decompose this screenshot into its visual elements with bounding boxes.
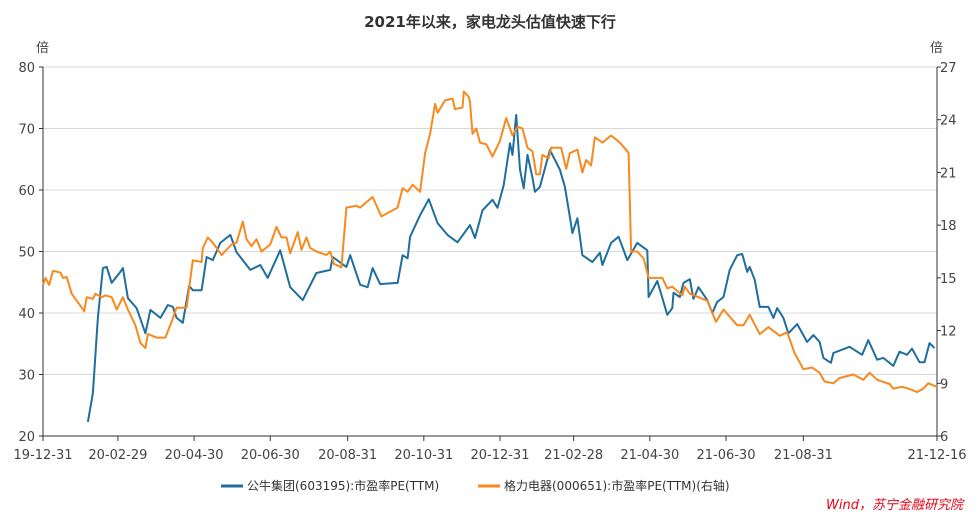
chart-title: 2021年以来，家电龙头估值快速下行 [364, 13, 616, 31]
legend: 公牛集团(603195):市盈率PE(TTM) 格力电器(000651):市盈率P… [221, 478, 730, 493]
right-tick-label: 24 [940, 114, 957, 129]
x-tick-label: 21-06-30 [696, 448, 755, 463]
x-tick-label: 20-02-29 [88, 448, 147, 463]
x-tick-label: 20-04-30 [165, 448, 224, 463]
series-line-2 [42, 90, 938, 394]
right-axis-unit: 倍 [930, 41, 943, 56]
legend-label: 格力电器(000651):市盈率PE(TTM)(右轴) [504, 478, 730, 493]
axes: 20 30 40 50 60 70 80 6 9 12 15 18 21 24 27 19-12-31 20-0… [13, 61, 966, 463]
right-tick-label: 27 [940, 61, 957, 76]
series-lines [42, 90, 938, 423]
series-line-1 [86, 114, 936, 423]
left-tick-label: 50 [18, 246, 35, 261]
x-tick-label: 20-08-31 [318, 448, 377, 463]
right-tick-label: 21 [940, 166, 957, 181]
x-tick-label: 21-04-30 [620, 448, 679, 463]
x-tick-label: 21-08-31 [774, 448, 833, 463]
x-tick-label: 21-02-28 [544, 448, 603, 463]
x-tick-label: 20-06-30 [241, 448, 300, 463]
x-tick-label: 20-10-31 [394, 448, 453, 463]
left-tick-label: 80 [18, 61, 35, 76]
left-tick-label: 60 [18, 184, 35, 199]
left-tick-label: 70 [18, 123, 35, 138]
right-tick-label: 6 [940, 430, 948, 445]
left-tick-label: 20 [18, 430, 35, 445]
left-axis-unit: 倍 [36, 41, 49, 56]
right-tick-label: 12 [940, 325, 957, 340]
left-tick-label: 30 [18, 369, 35, 384]
right-tick-label: 9 [940, 377, 948, 392]
right-tick-label: 15 [940, 272, 957, 287]
x-tick-label: 21-12-16 [907, 448, 966, 463]
right-tick-label: 18 [940, 219, 957, 234]
left-tick-label: 40 [18, 307, 35, 322]
x-tick-label: 20-12-31 [470, 448, 529, 463]
source-note: Wind，苏宁金融研究院 [826, 497, 965, 513]
gridlines [43, 66, 937, 375]
x-tick-label: 19-12-31 [13, 448, 72, 463]
legend-label: 公牛集团(603195):市盈率PE(TTM) [247, 478, 439, 493]
